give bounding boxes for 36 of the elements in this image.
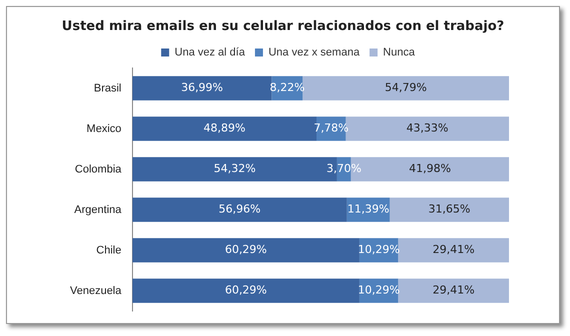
chart-title: Usted mira emails en su celular relacionados con el trabajo? [60, 19, 506, 34]
bar [398, 278, 509, 303]
data-label: 11,39% [347, 202, 390, 216]
bar [302, 76, 509, 100]
data-label: 60,29% [224, 284, 267, 297]
legend-label: Una vez al día [174, 46, 246, 59]
data-label: 60,29% [224, 243, 267, 256]
bar [398, 238, 509, 262]
y-tick-label: Venezuela [70, 284, 122, 297]
data-label: 36,99% [181, 81, 224, 94]
data-label: 48,89% [203, 122, 246, 135]
legend-label: Una vez x semana [268, 46, 360, 59]
y-tick-label: Mexico [86, 122, 122, 135]
y-tick-label: Colombia [74, 163, 122, 176]
data-label: 29,41% [432, 284, 475, 297]
bar [390, 198, 509, 222]
data-label: 7,78% [314, 122, 349, 135]
bar [132, 76, 272, 100]
data-label: 3,70% [326, 162, 362, 176]
data-label: 43,33% [406, 122, 448, 135]
data-label: 10,29% [358, 243, 400, 256]
data-label: 56,96% [218, 202, 261, 216]
y-tick-label: Chile [96, 244, 122, 256]
data-label: 31,65% [428, 202, 470, 216]
bar [132, 238, 360, 262]
data-label: 41,98% [408, 162, 451, 176]
data-label: 10,29% [358, 284, 400, 297]
data-label: 54,79% [384, 81, 427, 94]
y-tick-label: Brasil [94, 82, 122, 94]
data-label: 54,32% [214, 162, 256, 176]
data-label: 8,22% [270, 81, 305, 94]
y-tick-label: Argentina [74, 204, 122, 216]
data-label: 29,41% [432, 243, 475, 256]
bar [132, 198, 347, 222]
bar [132, 278, 360, 303]
legend-label: Nunca [383, 46, 416, 59]
